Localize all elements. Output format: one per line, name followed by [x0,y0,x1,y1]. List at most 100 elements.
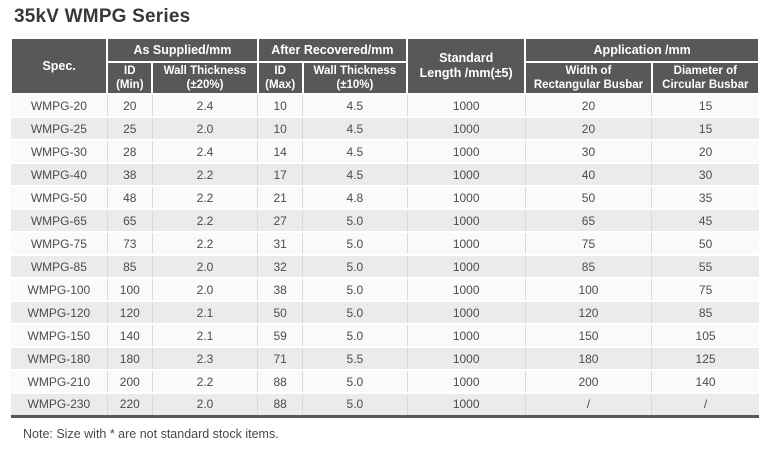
table-body: WMPG-20 20 2.4 10 4.5 1000 20 15 WMPG-25 25 2.0 10 4… [11,94,759,418]
value-cell: 75 [524,232,652,257]
value-cell: 140 [651,370,759,395]
value-cell: 1000 [406,140,526,165]
header-line: (Min) [116,79,144,92]
header-line: (Max) [265,79,296,92]
header-line: (±10%) [336,79,374,92]
value-cell: 38 [257,278,303,303]
value-cell: 2.0 [151,255,258,280]
table-row: WMPG-85 85 2.0 32 5.0 1000 85 55 [11,255,759,280]
value-cell: 20 [106,94,153,119]
spec-cell: WMPG-100 [11,278,108,303]
value-cell: 45 [651,209,759,234]
header-line: Width of [565,65,612,77]
value-cell: 48 [106,186,153,211]
value-cell: 5.0 [302,324,408,349]
value-cell: 2.2 [151,209,258,234]
value-cell: 5.0 [302,301,408,326]
table-row: WMPG-65 65 2.2 27 5.0 1000 65 45 [11,209,759,234]
spec-cell: WMPG-85 [11,255,108,280]
spec-cell: WMPG-40 [11,163,108,188]
value-cell: 31 [257,232,303,257]
value-cell: 100 [524,278,652,303]
value-cell: 20 [524,117,652,142]
header-line: Diameter of [673,65,737,77]
value-cell: 1000 [406,186,526,211]
table-row: WMPG-120 120 2.1 50 5.0 1000 120 85 [11,301,759,326]
table-row: WMPG-20 20 2.4 10 4.5 1000 20 15 [11,94,759,119]
value-cell: 85 [651,301,759,326]
value-cell: 85 [524,255,652,280]
value-cell: 17 [257,163,303,188]
value-cell: 28 [106,140,153,165]
value-cell: 32 [257,255,303,280]
header-line: ID [274,65,286,77]
spec-cell: WMPG-210 [11,370,108,395]
value-cell: 2.2 [151,186,258,211]
value-cell: 5.0 [302,209,408,234]
header-line: Circular Busbar [662,79,749,92]
value-cell: 4.5 [302,117,408,142]
value-cell: 10 [257,94,303,119]
value-cell: 14 [257,140,303,165]
header-after-recovered: After Recovered/mm [256,37,409,63]
value-cell: 2.2 [151,232,258,257]
value-cell: 85 [106,255,153,280]
value-cell: 5.0 [302,278,408,303]
value-cell: 105 [651,324,759,349]
value-cell: 75 [651,278,759,303]
table-row: WMPG-180 180 2.3 71 5.5 1000 180 125 [11,347,759,372]
value-cell: 2.2 [151,163,258,188]
table-row: WMPG-75 73 2.2 31 5.0 1000 75 50 [11,232,759,257]
value-cell: 1000 [406,347,526,372]
value-cell: 200 [106,370,153,395]
spec-cell: WMPG-50 [11,186,108,211]
header-application: Application /mm [524,37,760,63]
value-cell: 1000 [406,278,526,303]
header-wall-thickness-10: Wall Thickness (±10%) [301,60,409,96]
value-cell: 5.5 [302,347,408,372]
value-cell: 5.0 [302,232,408,257]
header-diameter-circ-busbar: Diameter of Circular Busbar [650,60,761,96]
value-cell: 55 [651,255,759,280]
value-cell: 65 [106,209,153,234]
page-title: 35kV WMPG Series [14,6,191,27]
value-cell: 2.1 [151,324,258,349]
value-cell: 100 [106,278,153,303]
header-line: Wall Thickness [163,65,247,77]
value-cell: 1000 [406,255,526,280]
table-row: WMPG-40 38 2.2 17 4.5 1000 40 30 [11,163,759,188]
value-cell: 200 [524,370,652,395]
value-cell: 2.0 [151,278,258,303]
value-cell: 2.3 [151,347,258,372]
header-wall-thickness-20: Wall Thickness (±20%) [151,60,259,96]
value-cell: / [524,393,652,418]
header-line: Rectangular Busbar [533,79,644,92]
header-line: ID [124,65,136,77]
header-id-min: ID (Min) [106,60,154,96]
header-line: Standard [439,50,494,65]
value-cell: 2.2 [151,370,258,395]
value-cell: 15 [651,94,759,119]
header-spec: Spec. [9,36,109,96]
header-line: (±20%) [186,79,224,92]
value-cell: 59 [257,324,303,349]
header-as-supplied: As Supplied/mm [106,37,259,63]
value-cell: 5.0 [302,255,408,280]
spec-cell: WMPG-150 [11,324,108,349]
value-cell: 4.5 [302,94,408,119]
value-cell: 10 [257,117,303,142]
value-cell: 125 [651,347,759,372]
table-row: WMPG-25 25 2.0 10 4.5 1000 20 15 [11,117,759,142]
value-cell: 50 [524,186,652,211]
value-cell: 1000 [406,94,526,119]
table-row: WMPG-30 28 2.4 14 4.5 1000 30 20 [11,140,759,165]
header-id-max: ID (Max) [256,60,304,96]
value-cell: 21 [257,186,303,211]
spec-cell: WMPG-30 [11,140,108,165]
table-row: WMPG-50 48 2.2 21 4.8 1000 50 35 [11,186,759,211]
value-cell: 1000 [406,163,526,188]
value-cell: 50 [651,232,759,257]
value-cell: 2.1 [151,301,258,326]
value-cell: 2.0 [151,117,258,142]
value-cell: 71 [257,347,303,372]
